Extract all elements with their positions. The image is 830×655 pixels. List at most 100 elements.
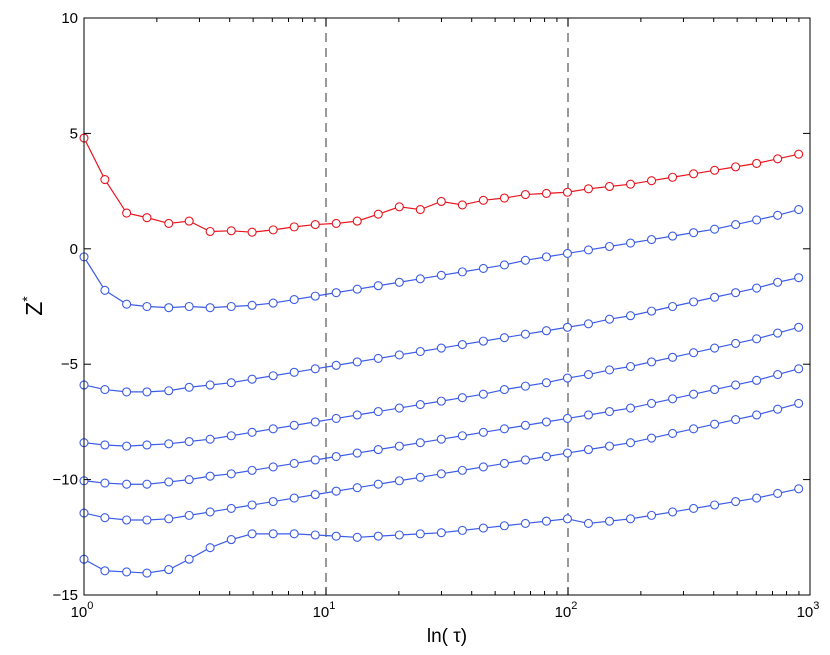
data-point bbox=[604, 181, 615, 192]
data-point bbox=[625, 179, 636, 189]
data-point bbox=[310, 291, 320, 301]
data-point bbox=[499, 458, 509, 468]
data-point bbox=[562, 413, 573, 423]
data-point bbox=[247, 427, 257, 437]
data-point bbox=[752, 334, 762, 344]
data-point bbox=[164, 514, 174, 524]
data-point bbox=[562, 373, 573, 383]
data-point bbox=[352, 448, 362, 458]
data-point bbox=[310, 220, 320, 230]
data-point bbox=[205, 226, 215, 237]
data-point bbox=[646, 510, 657, 520]
y-tick-label: −10 bbox=[53, 472, 78, 489]
data-point bbox=[436, 434, 446, 444]
data-point bbox=[100, 175, 110, 185]
data-point bbox=[268, 298, 278, 308]
data-point bbox=[541, 378, 551, 388]
data-point bbox=[520, 420, 530, 430]
data-point bbox=[436, 343, 446, 353]
data-point bbox=[731, 496, 741, 507]
data-point bbox=[752, 158, 762, 168]
data-point bbox=[541, 417, 551, 427]
data-point bbox=[457, 525, 467, 535]
data-point bbox=[478, 427, 488, 437]
data-point bbox=[373, 445, 383, 455]
data-point bbox=[689, 389, 699, 399]
data-point bbox=[794, 149, 804, 159]
data-point bbox=[184, 216, 194, 226]
y-axis-title-main: Z bbox=[21, 302, 47, 316]
data-point bbox=[226, 378, 236, 388]
data-point bbox=[205, 434, 215, 444]
data-point bbox=[646, 235, 657, 245]
data-point bbox=[122, 567, 132, 577]
y-tick-label: −5 bbox=[61, 356, 78, 373]
data-point bbox=[352, 532, 362, 542]
data-point bbox=[268, 496, 278, 507]
data-point bbox=[668, 507, 678, 517]
data-point bbox=[247, 300, 257, 310]
data-point bbox=[122, 479, 132, 489]
y-tick-label: 0 bbox=[70, 241, 78, 258]
data-point bbox=[520, 190, 530, 200]
data-point bbox=[731, 338, 741, 348]
data-point bbox=[100, 285, 110, 295]
data-point bbox=[373, 531, 383, 541]
data-point bbox=[331, 486, 341, 496]
plot-background bbox=[84, 18, 810, 595]
data-point bbox=[247, 465, 257, 475]
data-point bbox=[646, 398, 657, 408]
data-point bbox=[457, 200, 467, 210]
x-tick-label: 101 bbox=[313, 600, 336, 621]
data-point bbox=[478, 336, 488, 346]
data-point bbox=[226, 503, 236, 514]
data-point bbox=[731, 415, 741, 425]
data-point bbox=[100, 478, 110, 488]
data-point bbox=[394, 441, 404, 451]
data-point bbox=[100, 566, 110, 576]
data-point bbox=[394, 476, 404, 486]
data-point bbox=[668, 428, 678, 438]
data-point bbox=[478, 462, 488, 472]
data-point bbox=[499, 193, 509, 203]
data-point bbox=[394, 350, 404, 360]
data-point bbox=[394, 403, 404, 413]
data-point bbox=[100, 440, 110, 450]
data-point bbox=[604, 365, 615, 375]
data-point bbox=[226, 301, 236, 312]
data-point bbox=[689, 348, 699, 358]
data-point bbox=[415, 400, 425, 410]
data-point bbox=[394, 277, 404, 287]
data-point bbox=[373, 353, 383, 363]
data-point bbox=[604, 516, 615, 526]
data-point bbox=[752, 493, 762, 503]
data-point bbox=[164, 386, 174, 396]
data-point bbox=[289, 367, 299, 377]
data-point bbox=[457, 267, 467, 277]
data-point bbox=[520, 518, 530, 529]
data-point bbox=[562, 514, 573, 524]
data-point bbox=[436, 196, 446, 207]
data-point bbox=[541, 451, 551, 462]
data-point bbox=[562, 248, 573, 258]
data-point bbox=[164, 565, 174, 575]
y-tick-label: 10 bbox=[61, 10, 78, 27]
data-point bbox=[478, 263, 488, 273]
data-point bbox=[478, 195, 488, 205]
data-point bbox=[436, 270, 446, 280]
data-point bbox=[457, 340, 467, 350]
data-point bbox=[478, 523, 488, 533]
data-point bbox=[562, 187, 573, 197]
data-point bbox=[541, 326, 551, 336]
data-point bbox=[247, 529, 257, 539]
data-point bbox=[604, 314, 615, 324]
data-point bbox=[415, 274, 425, 284]
data-point bbox=[142, 301, 152, 312]
dashed-reference-lines bbox=[325, 18, 569, 595]
data-point bbox=[520, 381, 530, 391]
data-point bbox=[205, 507, 215, 517]
data-point bbox=[773, 210, 783, 220]
series-1 bbox=[79, 133, 804, 237]
data-point bbox=[100, 385, 110, 395]
data-point bbox=[122, 299, 132, 309]
